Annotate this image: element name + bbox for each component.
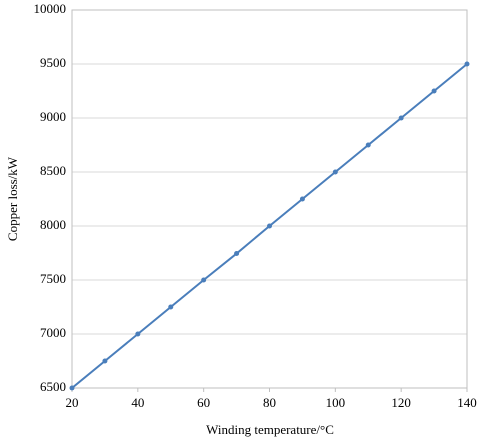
data-point — [267, 223, 272, 229]
data-point — [431, 88, 437, 94]
x-tick-label: 60 — [197, 395, 210, 410]
data-point — [299, 196, 305, 202]
x-tick-label: 80 — [263, 395, 276, 410]
data-point — [135, 331, 141, 337]
y-tick-label: 9500 — [40, 55, 66, 70]
x-tick-label: 100 — [326, 395, 346, 410]
y-tick-label: 6500 — [40, 379, 66, 394]
data-point — [201, 277, 207, 283]
y-axis-label: Copper loss/kW — [5, 156, 20, 241]
plot-frame — [71, 9, 468, 389]
x-tick-label: 140 — [457, 395, 477, 410]
y-tick-label: 10000 — [34, 1, 67, 16]
data-point — [168, 304, 174, 310]
y-tick-label: 8500 — [40, 163, 66, 178]
data-point — [234, 251, 240, 257]
data-point — [332, 169, 338, 175]
x-tick-label: 120 — [391, 395, 411, 410]
y-tick-label: 9000 — [40, 109, 66, 124]
y-tick-label: 8000 — [40, 217, 66, 232]
data-point — [398, 115, 404, 121]
y-tick-label: 7000 — [40, 325, 66, 340]
data-point — [69, 385, 75, 391]
data-point — [464, 61, 470, 67]
x-tick-label: 20 — [66, 395, 79, 410]
y-tick-label: 7500 — [40, 271, 66, 286]
x-axis-label: Winding temperature/°C — [206, 422, 334, 437]
x-tick-label: 40 — [131, 395, 144, 410]
data-point — [365, 142, 371, 148]
data-point — [102, 358, 108, 364]
